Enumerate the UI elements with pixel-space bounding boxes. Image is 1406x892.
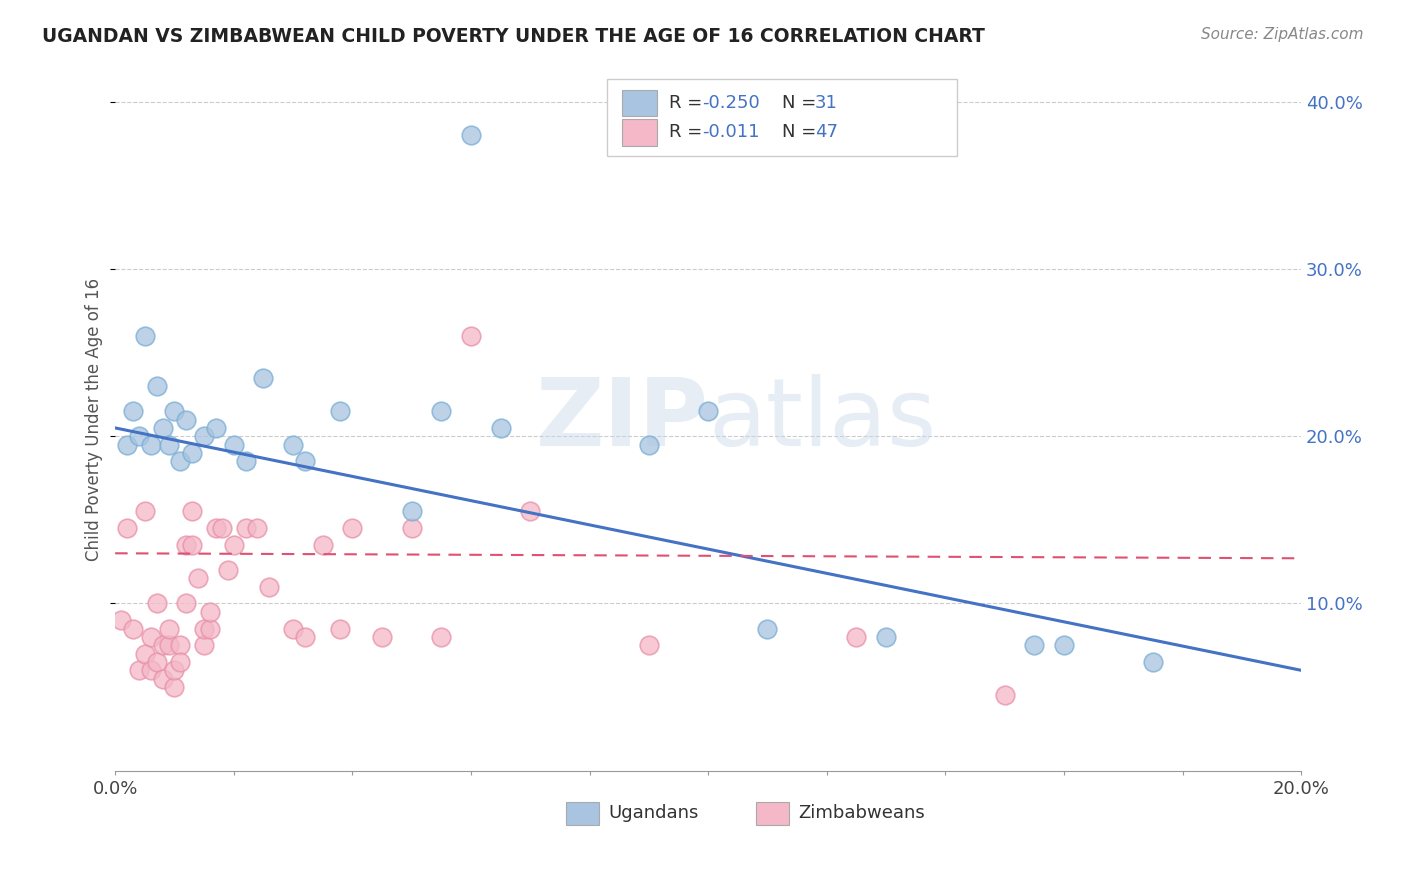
Text: N =: N = <box>782 94 821 112</box>
Point <box>329 622 352 636</box>
Point <box>281 622 304 636</box>
Point <box>460 329 482 343</box>
Text: R =: R = <box>669 94 709 112</box>
Point <box>294 454 316 468</box>
Point <box>174 596 197 610</box>
Point <box>235 454 257 468</box>
Point <box>181 504 204 518</box>
Point <box>163 404 186 418</box>
Point <box>152 672 174 686</box>
Point <box>128 663 150 677</box>
Point <box>122 622 145 636</box>
Point <box>252 371 274 385</box>
Point <box>401 504 423 518</box>
Point <box>181 538 204 552</box>
Point <box>235 521 257 535</box>
Text: -0.250: -0.250 <box>702 94 761 112</box>
Text: atlas: atlas <box>709 374 936 466</box>
Point <box>637 638 659 652</box>
Point <box>489 421 512 435</box>
Point <box>122 404 145 418</box>
Point <box>110 613 132 627</box>
Point <box>637 437 659 451</box>
Point <box>312 538 335 552</box>
Point <box>157 638 180 652</box>
Point <box>756 622 779 636</box>
Point <box>875 630 897 644</box>
Text: Source: ZipAtlas.com: Source: ZipAtlas.com <box>1201 27 1364 42</box>
Text: UGANDAN VS ZIMBABWEAN CHILD POVERTY UNDER THE AGE OF 16 CORRELATION CHART: UGANDAN VS ZIMBABWEAN CHILD POVERTY UNDE… <box>42 27 986 45</box>
Point <box>174 412 197 426</box>
Point <box>193 429 215 443</box>
Point <box>222 538 245 552</box>
Text: ZIP: ZIP <box>536 374 709 466</box>
Point <box>169 655 191 669</box>
Point <box>145 596 167 610</box>
Point <box>198 622 221 636</box>
Point <box>205 421 228 435</box>
Point <box>139 437 162 451</box>
Point <box>174 538 197 552</box>
Point <box>845 630 868 644</box>
Text: R =: R = <box>669 123 709 142</box>
Point <box>205 521 228 535</box>
Point <box>222 437 245 451</box>
Point <box>134 647 156 661</box>
Point <box>145 379 167 393</box>
Point <box>115 437 138 451</box>
Point <box>134 504 156 518</box>
Text: Ugandans: Ugandans <box>609 805 699 822</box>
Point <box>181 446 204 460</box>
Point <box>430 630 453 644</box>
Point <box>157 437 180 451</box>
Point <box>169 638 191 652</box>
FancyBboxPatch shape <box>755 802 789 824</box>
Point <box>994 689 1017 703</box>
Point <box>134 329 156 343</box>
FancyBboxPatch shape <box>565 802 599 824</box>
Text: -0.011: -0.011 <box>702 123 759 142</box>
Point <box>519 504 541 518</box>
Point <box>430 404 453 418</box>
Point <box>1024 638 1046 652</box>
Point <box>281 437 304 451</box>
Point <box>460 128 482 143</box>
Text: Zimbabweans: Zimbabweans <box>799 805 925 822</box>
Text: N =: N = <box>782 123 821 142</box>
Point <box>371 630 394 644</box>
Point <box>139 630 162 644</box>
Point <box>163 663 186 677</box>
Point <box>217 563 239 577</box>
Point <box>157 622 180 636</box>
Point <box>193 622 215 636</box>
Point <box>139 663 162 677</box>
Point <box>145 655 167 669</box>
FancyBboxPatch shape <box>607 79 957 156</box>
Point <box>198 605 221 619</box>
Point <box>187 571 209 585</box>
Point <box>294 630 316 644</box>
Point <box>152 638 174 652</box>
Point <box>259 580 281 594</box>
Point <box>342 521 364 535</box>
Point <box>401 521 423 535</box>
Point <box>152 421 174 435</box>
Point <box>1053 638 1076 652</box>
FancyBboxPatch shape <box>621 119 657 145</box>
Point <box>211 521 233 535</box>
Text: 47: 47 <box>815 123 838 142</box>
Point <box>169 454 191 468</box>
FancyBboxPatch shape <box>621 89 657 116</box>
Point <box>163 680 186 694</box>
Point <box>329 404 352 418</box>
Point <box>128 429 150 443</box>
Point <box>193 638 215 652</box>
Y-axis label: Child Poverty Under the Age of 16: Child Poverty Under the Age of 16 <box>86 278 103 561</box>
Point <box>1142 655 1164 669</box>
Point <box>246 521 269 535</box>
Point <box>697 404 720 418</box>
Text: 31: 31 <box>815 94 838 112</box>
Point <box>115 521 138 535</box>
